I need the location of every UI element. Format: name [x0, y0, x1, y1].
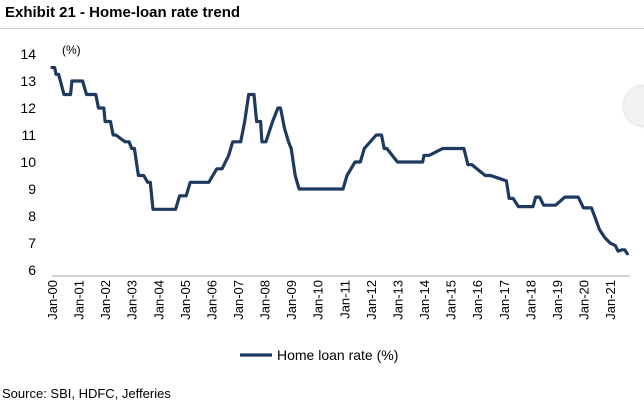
title-divider: [0, 28, 644, 29]
chart-title: Exhibit 21 - Home-loan rate trend: [5, 4, 241, 21]
y-tick-label: 12: [20, 100, 36, 116]
x-tick-label: Jan-18: [523, 280, 538, 320]
x-tick-label: Jan-12: [364, 280, 379, 320]
source-note: Source: SBI, HDFC, Jefferies: [2, 386, 171, 401]
x-tick-label: Jan-09: [284, 280, 299, 320]
x-tick-label: Jan-21: [603, 280, 618, 320]
x-tick-label: Jan-19: [550, 280, 565, 320]
x-tick-label: Jan-02: [98, 280, 113, 320]
x-tick-label: Jan-11: [337, 280, 352, 319]
x-tick-label: Jan-20: [576, 280, 591, 320]
x-tick-label: Jan-00: [45, 280, 60, 320]
y-tick-label: 6: [28, 262, 36, 278]
x-tick-label: Jan-13: [390, 280, 405, 320]
y-axis-unit-label: (%): [62, 43, 81, 57]
y-tick-label: 9: [28, 181, 36, 197]
y-tick-label: 14: [20, 46, 36, 62]
y-tick-label: 8: [28, 208, 36, 224]
x-tick-label: Jan-10: [311, 280, 326, 320]
x-tick-label: Jan-01: [72, 280, 87, 320]
x-tick-label: Jan-07: [231, 280, 246, 320]
y-tick-label: 10: [20, 154, 36, 170]
y-axis: 6 7 8 9 10 11 12 13 14: [20, 46, 36, 278]
x-tick-label: Jan-17: [497, 280, 512, 320]
y-tick-label: 7: [28, 235, 36, 251]
x-tick-label: Jan-03: [125, 280, 140, 320]
scroll-handle[interactable]: [624, 86, 644, 126]
legend: Home loan rate (%): [240, 347, 398, 363]
x-tick-label: Jan-08: [258, 280, 273, 320]
legend-label: Home loan rate (%): [277, 347, 398, 363]
x-tick-label: Jan-05: [178, 280, 193, 320]
x-tick-label: Jan-16: [470, 280, 485, 320]
x-tick-label: Jan-04: [151, 280, 166, 320]
x-tick-label: Jan-15: [444, 280, 459, 320]
series-line-home-loan-rate: [50, 65, 629, 256]
x-tick-label: Jan-06: [204, 280, 219, 320]
y-tick-label: 11: [21, 127, 36, 143]
x-axis: Jan-00 Jan-01 Jan-02 Jan-03 Jan-04 Jan-05 Jan-…: [45, 280, 618, 320]
y-tick-label: 13: [20, 73, 36, 89]
x-tick-label: Jan-14: [417, 280, 432, 320]
